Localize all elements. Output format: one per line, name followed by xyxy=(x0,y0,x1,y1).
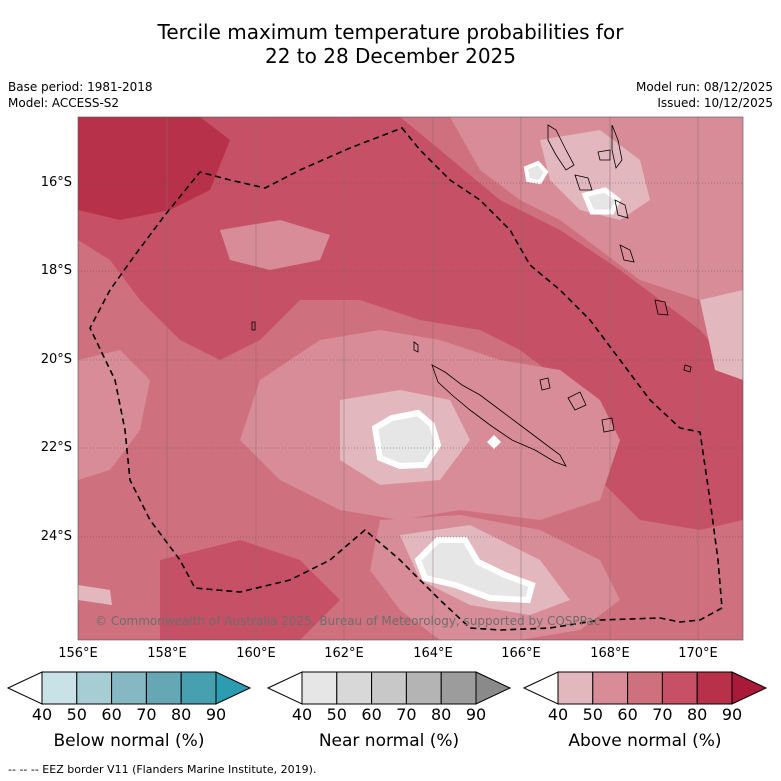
graticule xyxy=(78,117,743,640)
lat-label-20s: 20°S xyxy=(40,352,72,367)
colorbar-2-segment-1 xyxy=(592,671,629,705)
region-50-southwest xyxy=(78,585,112,605)
lon-label-164e: 164°E xyxy=(413,646,453,661)
loyalty-island-1 xyxy=(539,377,551,391)
near-normal-patch-5 xyxy=(487,435,501,449)
colorbar-0-segment-2 xyxy=(111,671,147,705)
colorbar-0-high-arrow xyxy=(215,671,252,705)
region-60-north xyxy=(220,220,330,270)
near-normal-patch-1 xyxy=(371,409,442,470)
colorbar-2-tick: 40 xyxy=(547,705,569,724)
colorbar-1-segment-4 xyxy=(440,671,477,705)
vanuatu-island-5 xyxy=(614,199,629,219)
colorbar-1-segment-2 xyxy=(371,671,407,705)
map-title-line2: 22 to 28 December 2025 xyxy=(264,44,516,68)
vanuatu-island-2 xyxy=(611,124,623,169)
near-normal-patch-4 xyxy=(523,160,549,185)
map-title-line1: Tercile maximum temperature probabilitie… xyxy=(157,20,624,44)
region-80-east xyxy=(600,380,743,530)
vanuatu-island-6 xyxy=(619,244,635,263)
model-run: Model run: 08/12/2025 xyxy=(635,80,773,94)
vanuatu-island-1 xyxy=(547,124,575,171)
new-caledonia-coast xyxy=(431,364,567,467)
eez-footer-note: -- -- -- EEZ border V11 (Flanders Marine… xyxy=(8,763,317,776)
colorbar-2-tick: 60 xyxy=(617,705,638,724)
colorbar-0-tick: 50 xyxy=(66,705,87,724)
region-90-northwest xyxy=(78,117,230,220)
colorbar-1-tick: 90 xyxy=(465,705,487,724)
colorbar-1-segment-1 xyxy=(336,671,373,705)
near-normal-patch-3 xyxy=(581,187,622,215)
colorbar-1-tick: 80 xyxy=(431,705,452,724)
lat-label-24s: 24°S xyxy=(40,529,72,544)
colorbar-0-tick: 70 xyxy=(136,705,157,724)
colorbar-2-segment-0 xyxy=(557,671,594,705)
colorbar-2-high-arrow xyxy=(731,671,768,705)
colorbar-0-segment-3 xyxy=(145,671,182,705)
colorbar-1-low-arrow xyxy=(266,671,303,705)
colorbar-0-tick: 40 xyxy=(31,705,53,724)
lon-label-168e: 168°E xyxy=(590,646,630,661)
island-east-2 xyxy=(683,364,692,373)
lat-label-16s: 16°S xyxy=(40,175,72,190)
lat-label-18s: 18°S xyxy=(40,263,72,278)
colorbar-1-tick: 70 xyxy=(396,705,417,724)
vanuatu-island-4 xyxy=(574,174,593,191)
issued-date: Issued: 10/12/2025 xyxy=(657,96,773,110)
vanuatu-island-3 xyxy=(597,149,611,161)
colorbar-0-low-arrow xyxy=(6,671,43,705)
colorbar-2-tick: 70 xyxy=(652,705,673,724)
colorbar-2-segment-4 xyxy=(696,671,733,705)
colorbar-0-tick: 90 xyxy=(205,705,227,724)
colorbar-0-segment-1 xyxy=(76,671,113,705)
colorbar-1-segment-3 xyxy=(405,671,442,705)
colorbar-0-segment-0 xyxy=(41,671,78,705)
near-normal-patch-2 xyxy=(414,537,536,604)
region-60-northeast xyxy=(450,117,743,330)
lon-label-160e: 160°E xyxy=(236,646,276,661)
colorbar-2-low-arrow xyxy=(522,671,559,705)
lon-label-170e: 170°E xyxy=(678,646,718,661)
copyright-notice: © Commonwealth of Australia 2025, Bureau… xyxy=(95,614,601,628)
colorbar-2-segment-2 xyxy=(627,671,663,705)
loyalty-island-3 xyxy=(601,417,615,433)
colorbar-2-tick: 80 xyxy=(687,705,708,724)
colorbar-1-segment-0 xyxy=(301,671,338,705)
colorbar-group xyxy=(6,671,768,705)
lon-label-166e: 166°E xyxy=(501,646,541,661)
colorbar-0-tick: 80 xyxy=(171,705,192,724)
colorbar-2-tick: 90 xyxy=(721,705,743,724)
lon-label-158e: 158°E xyxy=(147,646,187,661)
colorbar-2-title: Above normal (%) xyxy=(568,731,722,751)
colorbar-1-tick: 40 xyxy=(291,705,313,724)
region-60-west xyxy=(78,350,150,480)
map-frame xyxy=(77,116,744,641)
loyalty-island-2 xyxy=(567,391,587,411)
island-east-1 xyxy=(654,299,669,316)
colorbar-1-tick: 50 xyxy=(326,705,347,724)
colorbar-1-title: Near normal (%) xyxy=(318,731,460,751)
eez-border xyxy=(89,127,723,631)
colorbar-1-high-arrow xyxy=(475,671,512,705)
island-north-1 xyxy=(413,341,419,353)
model-name: Model: ACCESS-S2 xyxy=(8,96,120,110)
lon-label-162e: 162°E xyxy=(324,646,364,661)
colorbar-2-tick: 50 xyxy=(582,705,603,724)
probability-field xyxy=(78,117,743,640)
colorbar-0-title: Below normal (%) xyxy=(53,731,205,751)
colorbar-2-segment-3 xyxy=(661,671,698,705)
base-period: Base period: 1981-2018 xyxy=(8,80,153,94)
colorbar-0-tick: 60 xyxy=(101,705,122,724)
region-50-east xyxy=(700,290,743,380)
island-west-1 xyxy=(251,321,256,331)
coastlines xyxy=(251,124,692,467)
lon-label-156e: 156°E xyxy=(58,646,98,661)
colorbar-1-tick: 60 xyxy=(361,705,382,724)
lat-label-22s: 22°S xyxy=(40,440,72,455)
colorbar-0-segment-4 xyxy=(180,671,217,705)
